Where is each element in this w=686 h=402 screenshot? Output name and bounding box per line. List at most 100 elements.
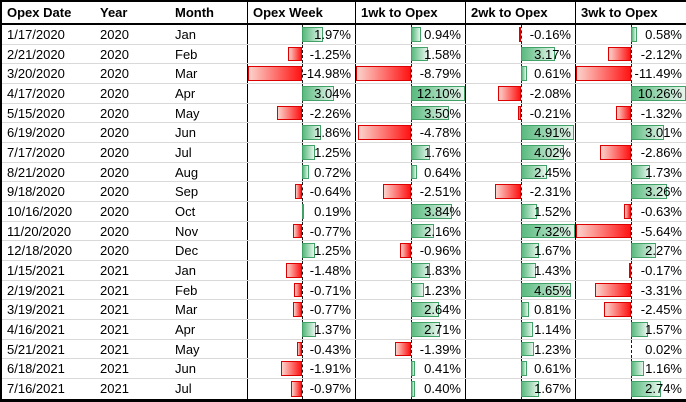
cell-wk3[interactable]: -3.31%: [575, 280, 686, 300]
cell-wk2[interactable]: 1.67%: [465, 241, 575, 261]
cell-wk1[interactable]: -8.79%: [355, 64, 465, 84]
cell-wk1[interactable]: -0.96%: [355, 241, 465, 261]
cell-date[interactable]: 10/16/2020: [7, 203, 73, 219]
cell-date[interactable]: 4/17/2020: [7, 85, 65, 101]
cell-month[interactable]: Mar: [175, 66, 198, 82]
cell-wk1[interactable]: 2.16%: [355, 221, 465, 241]
cell-opex_week[interactable]: -1.25%: [247, 44, 355, 64]
cell-wk2[interactable]: 0.61%: [465, 359, 575, 379]
cell-wk2[interactable]: 3.17%: [465, 44, 575, 64]
cell-wk3[interactable]: -2.45%: [575, 300, 686, 320]
cell-year[interactable]: 2020: [100, 144, 129, 160]
cell-date[interactable]: 9/18/2020: [7, 184, 65, 200]
cell-year[interactable]: 2020: [100, 46, 129, 62]
cell-opex_week[interactable]: -1.48%: [247, 261, 355, 280]
cell-wk2[interactable]: 1.52%: [465, 202, 575, 221]
cell-wk1[interactable]: 2.71%: [355, 320, 465, 339]
cell-opex_week[interactable]: 3.04%: [247, 84, 355, 103]
cell-date[interactable]: 1/17/2020: [7, 26, 65, 42]
cell-wk1[interactable]: 1.83%: [355, 261, 465, 280]
cell-date[interactable]: 4/16/2021: [7, 321, 65, 337]
cell-wk3[interactable]: -0.17%: [575, 261, 686, 280]
cell-date[interactable]: 11/20/2020: [7, 223, 72, 239]
cell-year[interactable]: 2020: [100, 243, 129, 259]
cell-wk3[interactable]: 2.74%: [575, 379, 686, 399]
cell-date[interactable]: 7/17/2020: [7, 144, 65, 160]
cell-opex_week[interactable]: 1.25%: [247, 143, 355, 162]
cell-wk1[interactable]: 0.94%: [355, 25, 465, 44]
cell-wk2[interactable]: 4.02%: [465, 143, 575, 162]
cell-year[interactable]: 2021: [100, 321, 129, 337]
cell-month[interactable]: Jan: [175, 262, 196, 278]
cell-wk1[interactable]: 0.64%: [355, 162, 465, 182]
cell-opex_week[interactable]: -0.43%: [247, 339, 355, 359]
cell-month[interactable]: Mar: [175, 302, 198, 318]
cell-wk2[interactable]: 1.14%: [465, 320, 575, 339]
cell-year[interactable]: 2021: [100, 282, 129, 298]
cell-wk3[interactable]: -5.64%: [575, 221, 686, 241]
cell-opex_week[interactable]: -2.26%: [247, 103, 355, 123]
cell-date[interactable]: 8/21/2020: [7, 164, 65, 180]
cell-wk3[interactable]: -11.49%: [575, 64, 686, 84]
cell-wk2[interactable]: 4.91%: [465, 123, 575, 143]
cell-wk3[interactable]: 3.01%: [575, 123, 686, 143]
cell-month[interactable]: Sep: [175, 184, 199, 200]
cell-opex_week[interactable]: -0.64%: [247, 182, 355, 202]
cell-wk3[interactable]: -2.12%: [575, 44, 686, 64]
cell-opex_week[interactable]: 1.97%: [247, 25, 355, 44]
cell-month[interactable]: May: [175, 105, 200, 121]
header-2wk-to-opex[interactable]: 2wk to Opex: [465, 2, 575, 23]
cell-opex_week[interactable]: -0.77%: [247, 300, 355, 320]
cell-year[interactable]: 2021: [100, 381, 129, 397]
cell-date[interactable]: 6/18/2021: [7, 361, 65, 377]
cell-wk2[interactable]: 1.43%: [465, 261, 575, 280]
cell-date[interactable]: 5/21/2021: [7, 341, 65, 357]
cell-month[interactable]: Jul: [175, 144, 192, 160]
cell-month[interactable]: Jan: [175, 26, 196, 42]
header-3wk-to-opex[interactable]: 3wk to Opex: [575, 2, 686, 23]
cell-month[interactable]: Jun: [175, 361, 196, 377]
cell-opex_week[interactable]: 1.86%: [247, 123, 355, 143]
cell-wk3[interactable]: 0.58%: [575, 25, 686, 44]
cell-date[interactable]: 7/16/2021: [7, 381, 65, 397]
cell-date[interactable]: 2/21/2020: [7, 46, 65, 62]
cell-wk1[interactable]: 3.50%: [355, 103, 465, 123]
cell-opex_week[interactable]: -1.91%: [247, 359, 355, 379]
cell-year[interactable]: 2021: [100, 361, 129, 377]
cell-opex_week[interactable]: -14.98%: [247, 64, 355, 84]
cell-wk2[interactable]: 1.23%: [465, 339, 575, 359]
cell-wk1[interactable]: 3.84%: [355, 202, 465, 221]
cell-wk3[interactable]: 1.57%: [575, 320, 686, 339]
cell-wk2[interactable]: 2.45%: [465, 162, 575, 182]
cell-wk3[interactable]: 2.27%: [575, 241, 686, 261]
cell-opex_week[interactable]: -0.71%: [247, 280, 355, 300]
cell-month[interactable]: Feb: [175, 282, 198, 298]
cell-wk2[interactable]: -0.21%: [465, 103, 575, 123]
cell-year[interactable]: 2020: [100, 184, 129, 200]
cell-wk3[interactable]: 10.26%: [575, 84, 686, 103]
cell-wk1[interactable]: 1.58%: [355, 44, 465, 64]
header-opex-week[interactable]: Opex Week: [247, 2, 355, 23]
cell-year[interactable]: 2020: [100, 26, 129, 42]
cell-year[interactable]: 2020: [100, 164, 129, 180]
cell-wk1[interactable]: -4.78%: [355, 123, 465, 143]
cell-date[interactable]: 3/19/2021: [7, 302, 65, 318]
cell-year[interactable]: 2020: [100, 223, 129, 239]
cell-year[interactable]: 2020: [100, 85, 129, 101]
cell-opex_week[interactable]: 0.19%: [247, 202, 355, 221]
cell-wk2[interactable]: 7.32%: [465, 221, 575, 241]
cell-opex_week[interactable]: 1.25%: [247, 241, 355, 261]
cell-wk2[interactable]: -2.08%: [465, 84, 575, 103]
cell-date[interactable]: 6/19/2020: [7, 125, 65, 141]
header-month[interactable]: Month: [175, 5, 214, 20]
cell-year[interactable]: 2021: [100, 302, 129, 318]
cell-wk1[interactable]: 2.64%: [355, 300, 465, 320]
cell-month[interactable]: Feb: [175, 46, 198, 62]
header-1wk-to-opex[interactable]: 1wk to Opex: [355, 2, 465, 23]
cell-month[interactable]: Apr: [175, 321, 196, 337]
cell-opex_week[interactable]: 0.72%: [247, 162, 355, 182]
header-year[interactable]: Year: [100, 5, 128, 20]
cell-wk2[interactable]: 4.65%: [465, 280, 575, 300]
cell-opex_week[interactable]: -0.97%: [247, 379, 355, 399]
cell-wk2[interactable]: 1.67%: [465, 379, 575, 399]
